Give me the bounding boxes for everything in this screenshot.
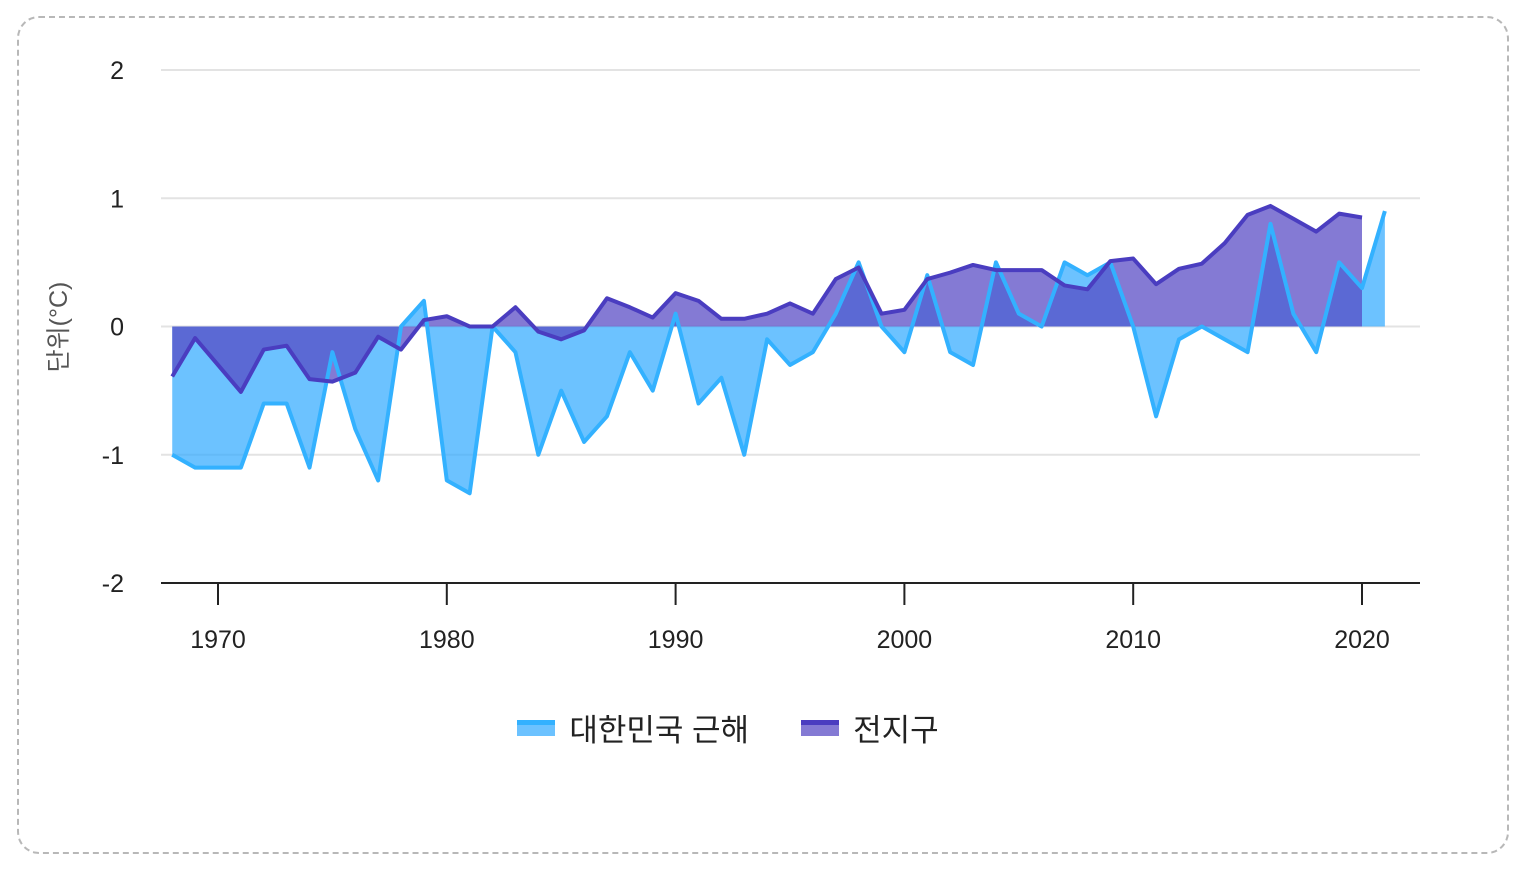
x-tick-label: 2010 xyxy=(1105,626,1161,654)
x-tick-label: 1980 xyxy=(419,626,475,654)
legend: 대한민국 근해 전지구 xyxy=(0,705,1456,750)
legend-swatch xyxy=(517,719,556,736)
x-tick-label: 2020 xyxy=(1334,626,1390,654)
y-axis-label: 단위(°C) xyxy=(45,282,73,373)
x-tick-label: 2000 xyxy=(877,626,933,654)
x-axis xyxy=(161,582,1420,605)
y-tick-label: 0 xyxy=(110,314,124,342)
y-tick-label: 2 xyxy=(110,57,124,85)
legend-swatch xyxy=(801,719,840,736)
line-korea xyxy=(171,210,1387,496)
x-tick-label: 1990 xyxy=(648,626,704,654)
series-lines xyxy=(170,203,1387,496)
y-tick-label: -2 xyxy=(102,570,124,598)
x-tick-label: 1970 xyxy=(190,626,246,654)
legend-label: 대한민국 근해 xyxy=(569,713,750,748)
legend-label: 전지구 xyxy=(853,713,939,748)
area-korea xyxy=(172,211,1385,494)
y-tick-labels: 2 1 0 -1 -2 xyxy=(102,57,124,598)
legend-item-korea[interactable]: 대한민국 근해 xyxy=(517,705,749,750)
y-tick-label: -1 xyxy=(102,442,124,470)
y-tick-label: 1 xyxy=(110,185,124,213)
chart-frame xyxy=(17,16,1509,854)
legend-item-global[interactable]: 전지구 xyxy=(801,705,939,750)
area-global xyxy=(172,205,1363,392)
x-tick-labels: 1970 1980 1990 2000 2010 2020 xyxy=(190,626,1390,654)
